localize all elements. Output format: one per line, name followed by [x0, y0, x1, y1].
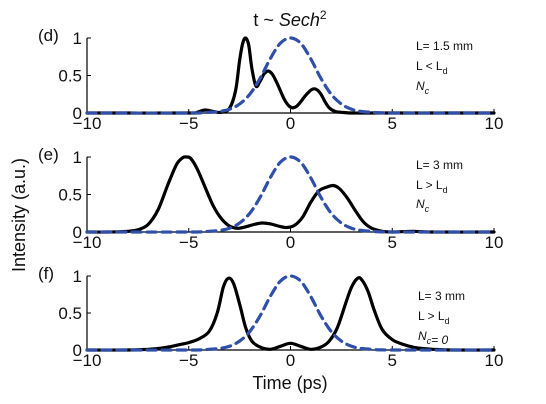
- series-line-dashed: [85, 36, 496, 115]
- x-tick-label: 5: [388, 114, 397, 133]
- y-tick-label: 0.5: [58, 67, 82, 86]
- annotation-text: N: [416, 79, 425, 93]
- chart-panel: −10 −5 0 5 10 0 0.5 1 (f) L= 3 mm L > Ld Nc= 0: [38, 264, 503, 370]
- x-tick-label: 5: [388, 233, 397, 252]
- annotation-line: Nc: [416, 197, 430, 214]
- annotation-text: d: [443, 185, 448, 195]
- annotation-text: c: [427, 336, 432, 346]
- x-tick-label: 10: [485, 233, 504, 252]
- x-tick-label: 0: [286, 114, 295, 133]
- y-axis-label: Intensity (a.u.): [9, 158, 29, 272]
- annotation-line: Nc: [416, 79, 430, 96]
- annotation-text: L= 1.5 mm: [416, 39, 473, 53]
- panel-label: (f): [38, 264, 54, 283]
- x-tick-label: 0: [286, 351, 295, 370]
- y-tick-label: 0.5: [58, 304, 82, 323]
- annotation-text: c: [425, 86, 430, 96]
- x-tick-label: −10: [73, 114, 102, 133]
- y-tick-label: 1: [73, 29, 82, 48]
- series-line-solid: [85, 275, 496, 352]
- chart-title: t ~ Sech2: [253, 8, 327, 30]
- annotation-line: L= 3 mm: [418, 289, 465, 303]
- annotation-text: d: [443, 66, 448, 76]
- x-tick-label: −10: [73, 351, 102, 370]
- y-tick-label: 1: [73, 267, 82, 286]
- series-line-dashed: [85, 155, 496, 234]
- annotation-text: L > L: [418, 309, 445, 323]
- chart-title-prefix: t ~: [253, 10, 279, 30]
- series-line-solid: [85, 155, 496, 234]
- x-tick-label: −10: [73, 233, 102, 252]
- annotation-text: c: [425, 204, 430, 214]
- annotation-text: L < L: [416, 59, 443, 73]
- annotation-text: L= 3 mm: [416, 158, 463, 172]
- annotation-line: L= 1.5 mm: [416, 39, 473, 53]
- x-tick-label: 10: [485, 114, 504, 133]
- chart-panel: −10 −5 0 5 10 0 0.5 1 (e) L= 3 mm L > Ld Nc: [38, 145, 503, 252]
- x-tick-label: 10: [485, 351, 504, 370]
- annotation-line: L > Ld: [416, 178, 448, 195]
- panel-label: (d): [38, 26, 59, 45]
- annotation-text: L > L: [416, 178, 443, 192]
- annotation-line: L < Ld: [416, 59, 448, 76]
- annotation-line: L= 3 mm: [416, 158, 463, 172]
- annotation-line: Nc= 0: [418, 329, 449, 347]
- annotation-line: L > Ld: [418, 309, 450, 326]
- x-tick-label: 5: [388, 351, 397, 370]
- y-tick-label: 0: [73, 223, 82, 242]
- annotation-text: d: [445, 316, 450, 326]
- y-tick-label: 1: [73, 148, 82, 167]
- annotation-text: N: [418, 329, 427, 343]
- annotation-text: L= 3 mm: [418, 289, 465, 303]
- x-axis-label: Time (ps): [252, 373, 327, 393]
- x-tick-label: 0: [286, 233, 295, 252]
- annotation-text: N: [416, 197, 425, 211]
- annotation-text: = 0: [431, 333, 448, 347]
- chart-title-italic: Sech: [279, 10, 320, 30]
- chart-title-superscript: 2: [320, 8, 327, 22]
- y-tick-label: 0: [73, 104, 82, 123]
- panel-label: (e): [38, 145, 59, 164]
- x-tick-label: −5: [179, 351, 198, 370]
- series-line-dashed: [85, 274, 496, 352]
- x-tick-label: −5: [179, 233, 198, 252]
- x-tick-label: −5: [179, 114, 198, 133]
- chart-panel: −10 −5 0 5 10 0 0.5 1 (d) L= 1.5 mm L < Ld Nc: [38, 26, 503, 133]
- y-tick-label: 0.5: [58, 186, 82, 205]
- y-tick-label: 0: [73, 341, 82, 360]
